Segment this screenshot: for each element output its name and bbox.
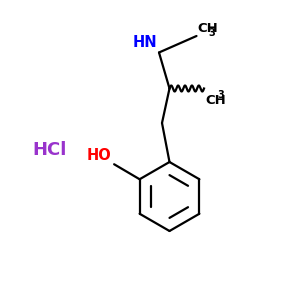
Text: CH: CH: [197, 22, 218, 34]
Text: HCl: HCl: [32, 141, 67, 159]
Text: 3: 3: [208, 28, 215, 38]
Text: 3: 3: [217, 90, 224, 100]
Text: HN: HN: [133, 35, 158, 50]
Text: HO: HO: [87, 148, 112, 163]
Text: CH: CH: [206, 94, 226, 107]
